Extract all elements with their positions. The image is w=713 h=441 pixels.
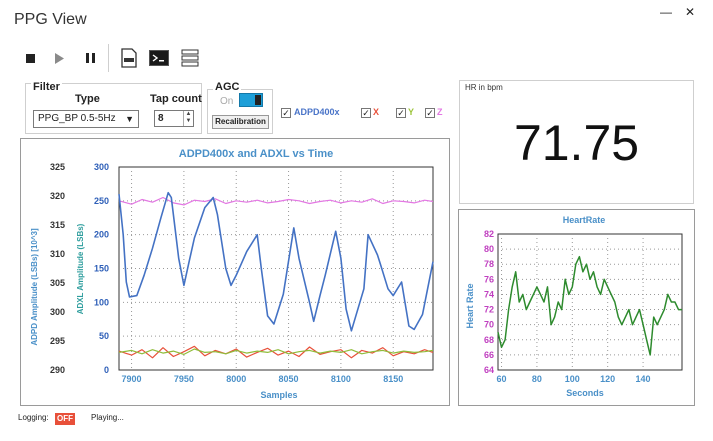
adpd-tick-label: 305 [50,278,65,288]
play-icon [55,52,64,64]
hr-value: 71.75 [513,115,640,171]
hr-x-tick-label: 140 [636,374,651,384]
x-tick-label: 8000 [226,374,246,384]
filter-type-select[interactable]: PPG_BP 0.5-5Hz ▼ [33,110,139,128]
x-tick-label: 7900 [122,374,142,384]
tap-count-value: 8 [158,113,164,124]
export-file-button[interactable] [117,46,141,70]
adxl-tick-label: 50 [99,331,109,341]
hr-y-tick-label: 78 [484,259,494,269]
console-button[interactable] [147,46,171,70]
layout-button[interactable] [178,46,202,70]
stepper-arrows-icon[interactable]: ▲ ▼ [183,111,193,126]
x-checkbox[interactable]: ✓ [361,108,371,118]
filter-type-value: PPG_BP 0.5-5Hz [38,113,116,124]
adxl-tick-label: 100 [94,297,109,307]
stop-button[interactable] [18,46,42,70]
adxl-tick-label: 250 [94,196,109,206]
hr-panel [459,80,694,204]
agc-state-label: On [220,96,234,107]
filter-type-label: Type [75,93,100,105]
hr-y-tick-label: 64 [484,365,494,375]
hr-y-tick-label: 68 [484,335,494,345]
adxl-tick-label: 200 [94,230,109,240]
hr-chart-xlabel: Seconds [566,388,604,398]
y-checkbox[interactable]: ✓ [396,108,406,118]
hr-series-line [497,255,682,356]
terminal-icon [149,50,169,66]
minimize-icon[interactable]: — [660,5,672,19]
series-line-z [118,196,434,206]
toggle-knob [255,95,261,105]
recalibration-button[interactable]: Recalibration [212,115,269,129]
z-checkbox[interactable]: ✓ [425,108,435,118]
list-stack-icon [181,49,199,67]
stop-icon [25,53,35,63]
adxl-tick-label: 300 [94,162,109,172]
hr-y-tick-label: 82 [484,229,494,239]
adpd-checkbox[interactable]: ✓ [281,108,291,118]
chart-ylabel-left: ADPD Amplitude (LSBs) [10^3] [30,228,39,346]
adpd-tick-label: 290 [50,365,65,375]
tap-count-label: Tap count [150,93,202,105]
adxl-tick-label: 0 [104,365,109,375]
main-chart-panel: ADPD400x and ADXL vs Time Samples ADPD A… [20,138,450,406]
chevron-down-icon: ▼ [125,114,134,124]
agc-label: AGC [213,81,242,93]
chart-title: ADPD400x and ADXL vs Time [179,148,333,160]
heartrate-chart-panel: HeartRate Seconds Heart Rate 60 80 100 120 1… [458,209,695,406]
adpd-adxl-chart: ADPD400x and ADXL vs Time Samples ADPD A… [30,148,434,400]
playback-status: Playing... [91,413,124,422]
series-line-adpd400x [118,191,434,332]
adpd-checkbox-label: ADPD400x [294,107,340,117]
hr-x-tick-label: 80 [532,374,542,384]
hr-chart-title: HeartRate [563,215,606,225]
document-icon [121,48,137,68]
hr-y-tick-label: 76 [484,274,494,284]
logging-status-badge: OFF [55,413,75,425]
x-tick-label: 7950 [174,374,194,384]
adxl-tick-label: 150 [94,264,109,274]
agc-toggle[interactable] [239,93,263,107]
play-button[interactable] [47,46,71,70]
hr-y-tick-label: 74 [484,289,494,299]
hr-chart-ylabel: Heart Rate [465,283,475,328]
pause-button[interactable] [78,46,102,70]
hr-label: HR in bpm [465,83,503,92]
window-title: PPG View [14,11,87,28]
hr-y-tick-label: 72 [484,305,494,315]
chart-xlabel: Samples [260,390,297,400]
hr-y-tick-label: 80 [484,244,494,254]
logging-label: Logging: [18,413,49,422]
y-checkbox-label: Y [408,107,415,117]
series-line-x [118,345,434,359]
adpd-tick-label: 310 [50,249,65,259]
hr-x-tick-label: 60 [497,374,507,384]
heartrate-chart: HeartRate Seconds Heart Rate 60 80 100 120 1… [465,215,683,398]
adpd-tick-label: 325 [50,162,65,172]
tap-count-stepper[interactable]: 8 ▲ ▼ [154,110,194,127]
series-line-y [118,348,434,355]
toolbar-separator [108,44,109,72]
hr-x-tick-label: 120 [600,374,615,384]
adpd-tick-label: 320 [50,191,65,201]
x-tick-label: 8050 [279,374,299,384]
hr-plot-area [497,233,683,371]
x-tick-label: 8150 [383,374,403,384]
hr-y-tick-label: 66 [484,350,494,360]
x-tick-label: 8100 [331,374,351,384]
hr-y-tick-label: 70 [484,320,494,330]
filter-group-label: Filter [31,81,62,93]
adpd-tick-label: 315 [50,220,65,230]
adpd-tick-label: 300 [50,307,65,317]
chart-ylabel-right: ADXL Amplitude (LSBs) [76,223,85,314]
adpd-tick-label: 295 [50,336,65,346]
x-checkbox-label: X [373,107,380,117]
close-icon[interactable]: ✕ [684,5,696,19]
hr-x-tick-label: 100 [565,374,580,384]
pause-icon [85,53,95,63]
z-checkbox-label: Z [437,107,443,117]
